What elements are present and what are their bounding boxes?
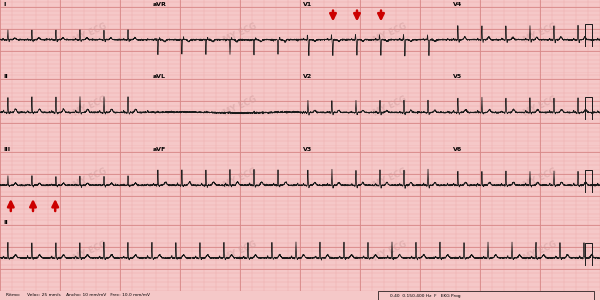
Text: Ritmo:     Veloc: 25 mm/s    Ancho: 10 mm/mV   Frec: 10.0 mm/mV: Ritmo: Veloc: 25 mm/s Ancho: 10 mm/mV Fr… [6, 293, 150, 298]
Text: MY ECG: MY ECG [522, 167, 558, 190]
Text: V2: V2 [303, 74, 312, 79]
Text: MY ECG: MY ECG [372, 21, 408, 45]
Text: MY ECG: MY ECG [72, 21, 108, 45]
Text: MY ECG: MY ECG [372, 167, 408, 190]
Text: I: I [3, 2, 5, 7]
Text: II: II [3, 74, 8, 79]
Text: II: II [3, 220, 8, 225]
Text: MY ECG: MY ECG [222, 94, 258, 118]
Text: V6: V6 [453, 147, 462, 152]
Text: MY ECG: MY ECG [372, 240, 408, 263]
Text: aVR: aVR [153, 2, 167, 7]
Text: V1: V1 [303, 2, 312, 7]
Bar [378, 292, 594, 299]
Text: III: III [3, 147, 10, 152]
Text: MY ECG: MY ECG [72, 94, 108, 118]
Text: V3: V3 [303, 147, 312, 152]
Text: MY ECG: MY ECG [522, 240, 558, 263]
Text: aVL: aVL [153, 74, 166, 79]
Text: 0.40  0.150.400 Hz  F   EKG Prog: 0.40 0.150.400 Hz F EKG Prog [390, 293, 461, 298]
Text: aVF: aVF [153, 147, 166, 152]
Text: V5: V5 [453, 74, 462, 79]
Text: MY ECG: MY ECG [222, 21, 258, 45]
Text: MY ECG: MY ECG [72, 167, 108, 190]
Text: MY ECG: MY ECG [222, 167, 258, 190]
Text: V4: V4 [453, 2, 462, 7]
Text: MY ECG: MY ECG [522, 94, 558, 118]
Text: MY ECG: MY ECG [372, 94, 408, 118]
Text: MY ECG: MY ECG [72, 240, 108, 263]
Text: MY ECG: MY ECG [222, 240, 258, 263]
Text: MY ECG: MY ECG [522, 21, 558, 45]
